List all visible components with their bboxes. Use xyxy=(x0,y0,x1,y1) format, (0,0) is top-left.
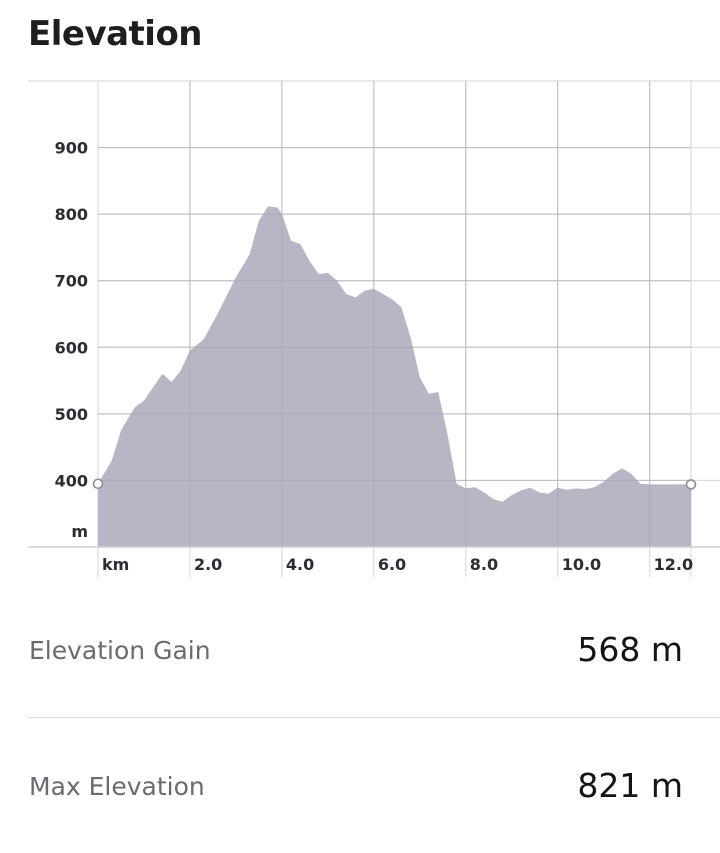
x-unit-label: km xyxy=(102,555,129,574)
x-tick-label-12: 12.0 xyxy=(654,555,693,574)
x-tick-label-8: 8.0 xyxy=(470,555,498,574)
elevation-chart[interactable]: 900 800 700 600 500 400 mkm 2.0 4.0 6.0 8.0 10.0 12.… xyxy=(0,0,720,600)
y-tick-label-700: 700 xyxy=(55,272,88,291)
chart-axes xyxy=(28,81,720,548)
y-tick-label-600: 600 xyxy=(55,338,88,357)
y-tick-label-900: 900 xyxy=(55,139,88,158)
y-unit-label: m xyxy=(71,522,88,541)
max-elevation-row: Max Elevation 821 m xyxy=(0,766,720,832)
start-marker[interactable] xyxy=(92,478,104,490)
max-elevation-value: 821 m xyxy=(577,766,683,805)
x-tick-label-6: 6.0 xyxy=(378,555,406,574)
section-title: Elevation xyxy=(28,14,203,54)
chart-markers[interactable] xyxy=(92,478,697,490)
elevation-gain-row: Elevation Gain 568 m xyxy=(0,630,720,696)
max-elevation-label: Max Elevation xyxy=(29,772,205,801)
chart-tick-labels: 900 800 700 600 500 400 mkm 2.0 4.0 6.0 8.0 10.0 12.… xyxy=(55,139,694,574)
elevation-area xyxy=(98,206,691,547)
y-tick-label-800: 800 xyxy=(55,205,88,224)
elevation-gain-label: Elevation Gain xyxy=(29,636,211,665)
x-tick-label-10: 10.0 xyxy=(562,555,601,574)
elevation-gain-value: 568 m xyxy=(577,630,683,669)
x-tick-label-2: 2.0 xyxy=(194,555,222,574)
y-tick-label-500: 500 xyxy=(55,405,88,424)
end-marker[interactable] xyxy=(685,479,697,490)
y-tick-label-400: 400 xyxy=(55,471,88,490)
stats-divider xyxy=(28,717,720,718)
x-tick-label-4: 4.0 xyxy=(286,555,314,574)
